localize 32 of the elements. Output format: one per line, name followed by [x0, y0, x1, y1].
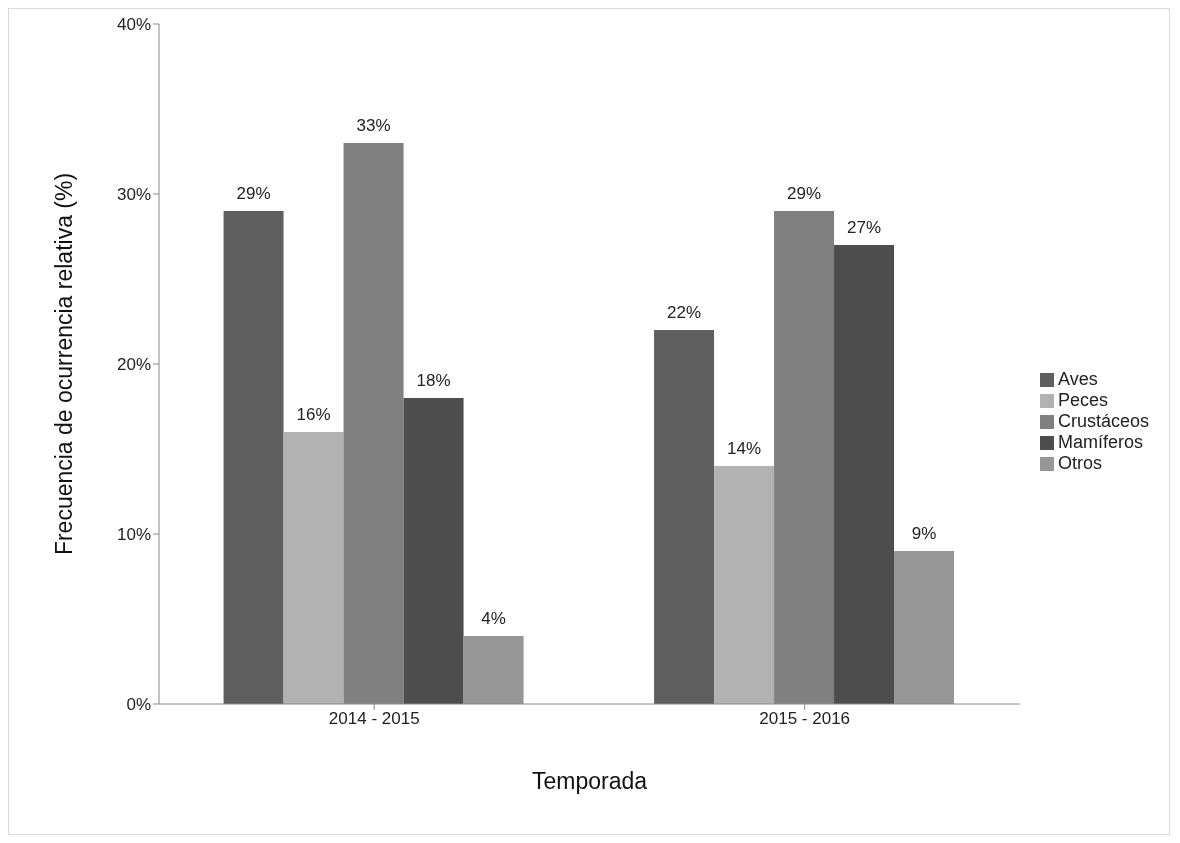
- data-label: 9%: [911, 524, 937, 543]
- bar: [654, 330, 715, 704]
- data-label: 22%: [667, 303, 702, 322]
- x-tick-label: 2014 - 2015: [328, 709, 420, 729]
- y-tick-label: 40%: [116, 15, 151, 35]
- bar: [283, 432, 344, 704]
- y-tick-label: 30%: [116, 185, 151, 205]
- y-tick-label: 20%: [116, 355, 151, 375]
- data-label: 33%: [356, 116, 391, 135]
- bar: [403, 398, 464, 704]
- bar: [223, 211, 284, 704]
- bar: [834, 245, 895, 704]
- y-tick-label: 10%: [116, 525, 151, 545]
- legend-label: Peces: [1057, 390, 1108, 410]
- data-label: 27%: [847, 218, 882, 237]
- bar: [714, 466, 775, 704]
- legend-label: Crustáceos: [1057, 411, 1149, 431]
- data-label: 29%: [236, 184, 271, 203]
- y-tick-label: 0%: [126, 695, 151, 715]
- legend-label: Otros: [1057, 453, 1102, 473]
- data-label: 4%: [481, 609, 506, 628]
- y-axis-title: Frecuencia de ocurrencia relativa (%): [51, 172, 78, 556]
- data-label: 29%: [787, 184, 822, 203]
- bar: [894, 551, 955, 704]
- legend-label: Aves: [1057, 369, 1098, 389]
- bar: [463, 636, 524, 704]
- x-tick-label: 2015 - 2016: [759, 709, 851, 729]
- x-axis-title: Temporada: [531, 768, 648, 794]
- legend-label: Mamíferos: [1057, 432, 1143, 452]
- data-label: 16%: [296, 405, 331, 424]
- data-label: 14%: [727, 439, 762, 458]
- data-label: 18%: [416, 371, 451, 390]
